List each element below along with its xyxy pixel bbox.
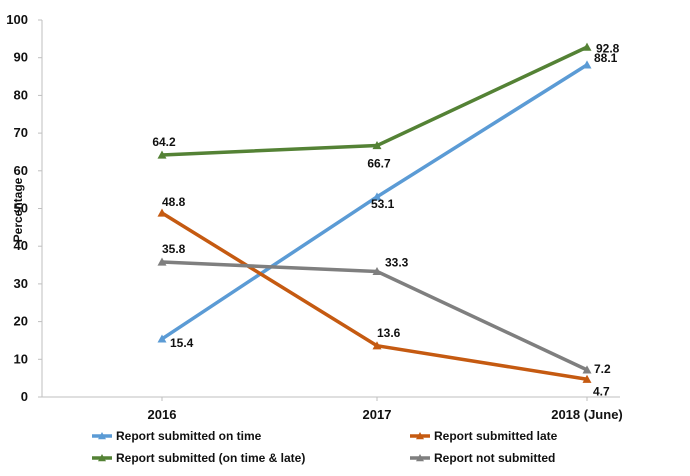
data-point-marker bbox=[157, 257, 167, 266]
data-label: 13.6 bbox=[377, 326, 401, 340]
data-label: 48.8 bbox=[162, 195, 186, 209]
series-lines bbox=[157, 42, 592, 383]
x-tick-label: 2017 bbox=[363, 407, 392, 422]
y-tick-label: 30 bbox=[14, 276, 28, 291]
data-point-marker bbox=[372, 266, 382, 276]
data-point-marker bbox=[582, 42, 592, 51]
y-tick-label: 70 bbox=[14, 125, 28, 140]
legend-label: Report submitted (on time & late) bbox=[116, 451, 305, 465]
series-4 bbox=[157, 257, 592, 374]
series-line bbox=[160, 45, 589, 157]
legend: Report submitted on time Report submitted… bbox=[92, 429, 558, 465]
legend-item: Report submitted on time bbox=[92, 429, 262, 443]
data-point-marker bbox=[372, 192, 382, 201]
x-tick-label: 2018 (June) bbox=[551, 407, 623, 422]
data-label: 64.2 bbox=[152, 135, 176, 149]
series-3 bbox=[157, 42, 592, 159]
legend-item: Report not submitted bbox=[410, 451, 555, 465]
y-tick-label: 90 bbox=[14, 50, 28, 65]
y-tick-label: 10 bbox=[14, 351, 28, 366]
data-label: 4.7 bbox=[593, 384, 610, 398]
y-tick-label: 0 bbox=[21, 389, 28, 404]
legend-item: Report submitted late bbox=[410, 429, 558, 443]
data-labels: 15.4 53.1 88.1 48.8 13.6 4.7 64.2 66.7 92.8 35.8 3… bbox=[152, 41, 619, 398]
data-label: 33.3 bbox=[385, 256, 409, 270]
legend-swatch-marker bbox=[416, 432, 424, 440]
data-label: 35.8 bbox=[162, 242, 186, 256]
legend-swatch-marker bbox=[416, 454, 424, 462]
data-point-marker bbox=[157, 150, 167, 159]
data-point-marker bbox=[157, 208, 167, 217]
data-point-marker bbox=[157, 334, 167, 343]
y-axis-title: Percentage bbox=[11, 177, 25, 242]
x-tick-label: 2016 bbox=[148, 407, 177, 422]
legend-label: Report not submitted bbox=[434, 451, 555, 465]
data-label: 66.7 bbox=[367, 157, 391, 171]
data-point-marker bbox=[582, 60, 592, 69]
data-label: 88.1 bbox=[594, 51, 618, 65]
series-2 bbox=[157, 208, 592, 383]
data-label: 53.1 bbox=[371, 197, 395, 211]
y-tick-label: 60 bbox=[14, 163, 28, 178]
data-point-marker bbox=[582, 365, 592, 374]
series-1 bbox=[157, 60, 592, 343]
y-tick-label: 20 bbox=[14, 314, 28, 329]
series-line bbox=[160, 260, 589, 372]
data-label: 92.8 bbox=[596, 41, 620, 55]
axes: 0 10 20 30 40 50 60 70 80 90 100 2016 2017 2018 (June… bbox=[6, 12, 622, 422]
y-tick-label: 50 bbox=[14, 201, 28, 216]
data-label: 15.4 bbox=[170, 336, 194, 350]
y-tick-label: 80 bbox=[14, 87, 28, 102]
legend-swatch-marker bbox=[98, 454, 106, 462]
y-tick-label: 100 bbox=[6, 12, 28, 27]
legend-item: Report submitted (on time & late) bbox=[92, 451, 305, 465]
data-point-marker bbox=[372, 341, 382, 350]
y-tick-label: 40 bbox=[14, 238, 28, 253]
data-point-marker bbox=[372, 141, 382, 150]
legend-label: Report submitted on time bbox=[116, 429, 262, 443]
data-label: 7.2 bbox=[594, 362, 611, 376]
legend-swatch-marker bbox=[98, 432, 106, 440]
legend-label: Report submitted late bbox=[434, 429, 558, 443]
data-point-marker bbox=[582, 374, 592, 383]
